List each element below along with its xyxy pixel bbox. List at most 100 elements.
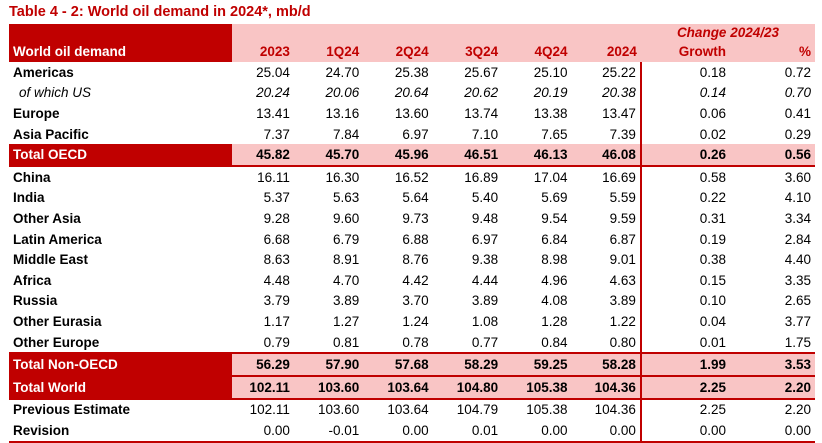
cell: 4.44 [471, 272, 499, 288]
growth-cell: 0.06 [699, 105, 727, 121]
cell: 6.97 [402, 126, 429, 142]
cell: 1.28 [541, 313, 568, 329]
percent-cell: 0.29 [784, 126, 811, 142]
cell: 9.38 [471, 252, 499, 268]
table-row: Americas 25.04 24.70 25.38 25.67 25.10 2… [9, 62, 815, 83]
cell: 104.80 [432, 375, 503, 400]
column-header: 2Q24 [363, 42, 433, 62]
cell: 45.70 [293, 144, 364, 167]
growth-cell: 0.19 [699, 231, 727, 247]
cell: 5.64 [402, 190, 429, 206]
cell: 16.30 [325, 169, 360, 185]
cell: 9.73 [402, 210, 429, 226]
cell: 59.25 [502, 352, 572, 377]
cell: 102.11 [231, 375, 294, 400]
cell: 20.38 [571, 82, 642, 104]
cell: 13.74 [464, 105, 499, 121]
table-title: Table 4 - 2: World oil demand in 2024*, … [9, 4, 311, 20]
cell: 6.97 [471, 231, 499, 247]
table-row: Revision 0.00 -0.01 0.00 0.01 0.00 0.00 … [9, 420, 815, 443]
table-row: Asia Pacific 7.37 7.84 6.97 7.10 7.65 7.… [9, 123, 815, 145]
cell: 20.24 [256, 85, 290, 101]
growth-cell: 1.99 [640, 352, 731, 377]
cell: 5.59 [571, 187, 642, 209]
cell: 105.38 [502, 375, 572, 400]
cell: 0.81 [333, 334, 360, 350]
cell: 0.80 [571, 331, 642, 354]
table-row: Other Asia 9.28 9.60 9.73 9.48 9.54 9.59… [9, 208, 815, 229]
row-label: Russia [13, 293, 58, 309]
cell: 1.17 [263, 313, 290, 329]
column-header: 3Q24 [432, 42, 503, 62]
percent-cell: 0.00 [730, 420, 815, 443]
cell: 13.38 [533, 105, 568, 121]
percent-cell: 2.20 [730, 375, 815, 400]
cell: 103.60 [317, 402, 360, 418]
growth-cell: 0.18 [699, 64, 727, 80]
cell: 6.84 [541, 231, 568, 247]
growth-cell: 0.15 [699, 272, 727, 288]
cell: -0.01 [293, 420, 364, 443]
cell: 1.08 [471, 313, 499, 329]
cell: 5.40 [471, 190, 499, 206]
cell: 105.38 [526, 402, 568, 418]
growth-cell: 0.58 [699, 169, 727, 185]
percent-cell: 2.65 [784, 293, 811, 309]
cell: 58.29 [432, 352, 503, 377]
cell: 3.70 [402, 293, 429, 309]
row-label: Total OECD [9, 144, 232, 167]
growth-cell: 0.01 [699, 334, 727, 350]
total-row: Total OECD 45.82 45.70 45.96 46.51 46.13… [9, 144, 815, 167]
cell: 46.13 [502, 144, 572, 167]
row-label: Americas [13, 64, 74, 80]
row-label: Revision [9, 420, 232, 443]
cell: 25.10 [533, 64, 568, 80]
growth-cell: 0.22 [699, 190, 727, 206]
table-row: India 5.37 5.63 5.64 5.40 5.69 5.59 0.22… [9, 187, 815, 209]
cell: 20.62 [464, 85, 499, 101]
percent-cell: 0.70 [784, 85, 811, 101]
cell: 13.47 [571, 103, 642, 124]
cell: 0.78 [402, 334, 429, 350]
cell: 7.65 [541, 126, 568, 142]
row-label: Other Europe [13, 334, 100, 350]
header-year-band [231, 24, 641, 42]
cell: 104.36 [571, 398, 642, 421]
table-row: of which US 20.24 20.06 20.64 20.62 20.1… [9, 82, 815, 104]
table-row: Middle East 8.63 8.91 8.76 9.38 8.98 9.0… [9, 249, 815, 270]
cell: 20.19 [533, 85, 568, 101]
column-header: 2024 [571, 42, 641, 62]
cell: 20.06 [325, 85, 360, 101]
cell: 13.60 [394, 105, 429, 121]
cell: 6.68 [263, 231, 290, 247]
growth-cell: 0.00 [640, 420, 731, 443]
cell: 25.67 [464, 64, 499, 80]
row-label: Other Eurasia [13, 313, 102, 329]
cell: 9.54 [541, 210, 568, 226]
percent-cell: 0.41 [784, 105, 811, 121]
cell: 46.51 [432, 144, 503, 167]
column-header: 1Q24 [293, 42, 364, 62]
growth-cell: 0.14 [699, 85, 727, 101]
cell: 5.63 [333, 190, 360, 206]
cell: 16.52 [394, 169, 429, 185]
column-header: 2023 [231, 42, 294, 62]
cell: 7.39 [571, 123, 642, 145]
cell: 16.89 [464, 169, 499, 185]
percent-cell: 4.40 [784, 252, 811, 268]
cell: 8.98 [541, 252, 568, 268]
growth-header: Growth [640, 42, 731, 62]
cell: 0.01 [432, 420, 503, 443]
table-row: Other Eurasia 1.17 1.27 1.24 1.08 1.28 1… [9, 311, 815, 332]
cell: 104.79 [456, 402, 499, 418]
cell: 16.11 [257, 169, 290, 185]
cell: 13.41 [256, 105, 290, 121]
cell: 4.70 [333, 272, 360, 288]
cell: 4.48 [263, 272, 290, 288]
percent-cell: 3.60 [784, 169, 811, 185]
growth-cell: 0.38 [699, 252, 727, 268]
cell: 9.59 [571, 208, 642, 229]
cell: 0.77 [471, 334, 499, 350]
cell: 9.60 [333, 210, 360, 226]
cell: 46.08 [571, 144, 642, 167]
